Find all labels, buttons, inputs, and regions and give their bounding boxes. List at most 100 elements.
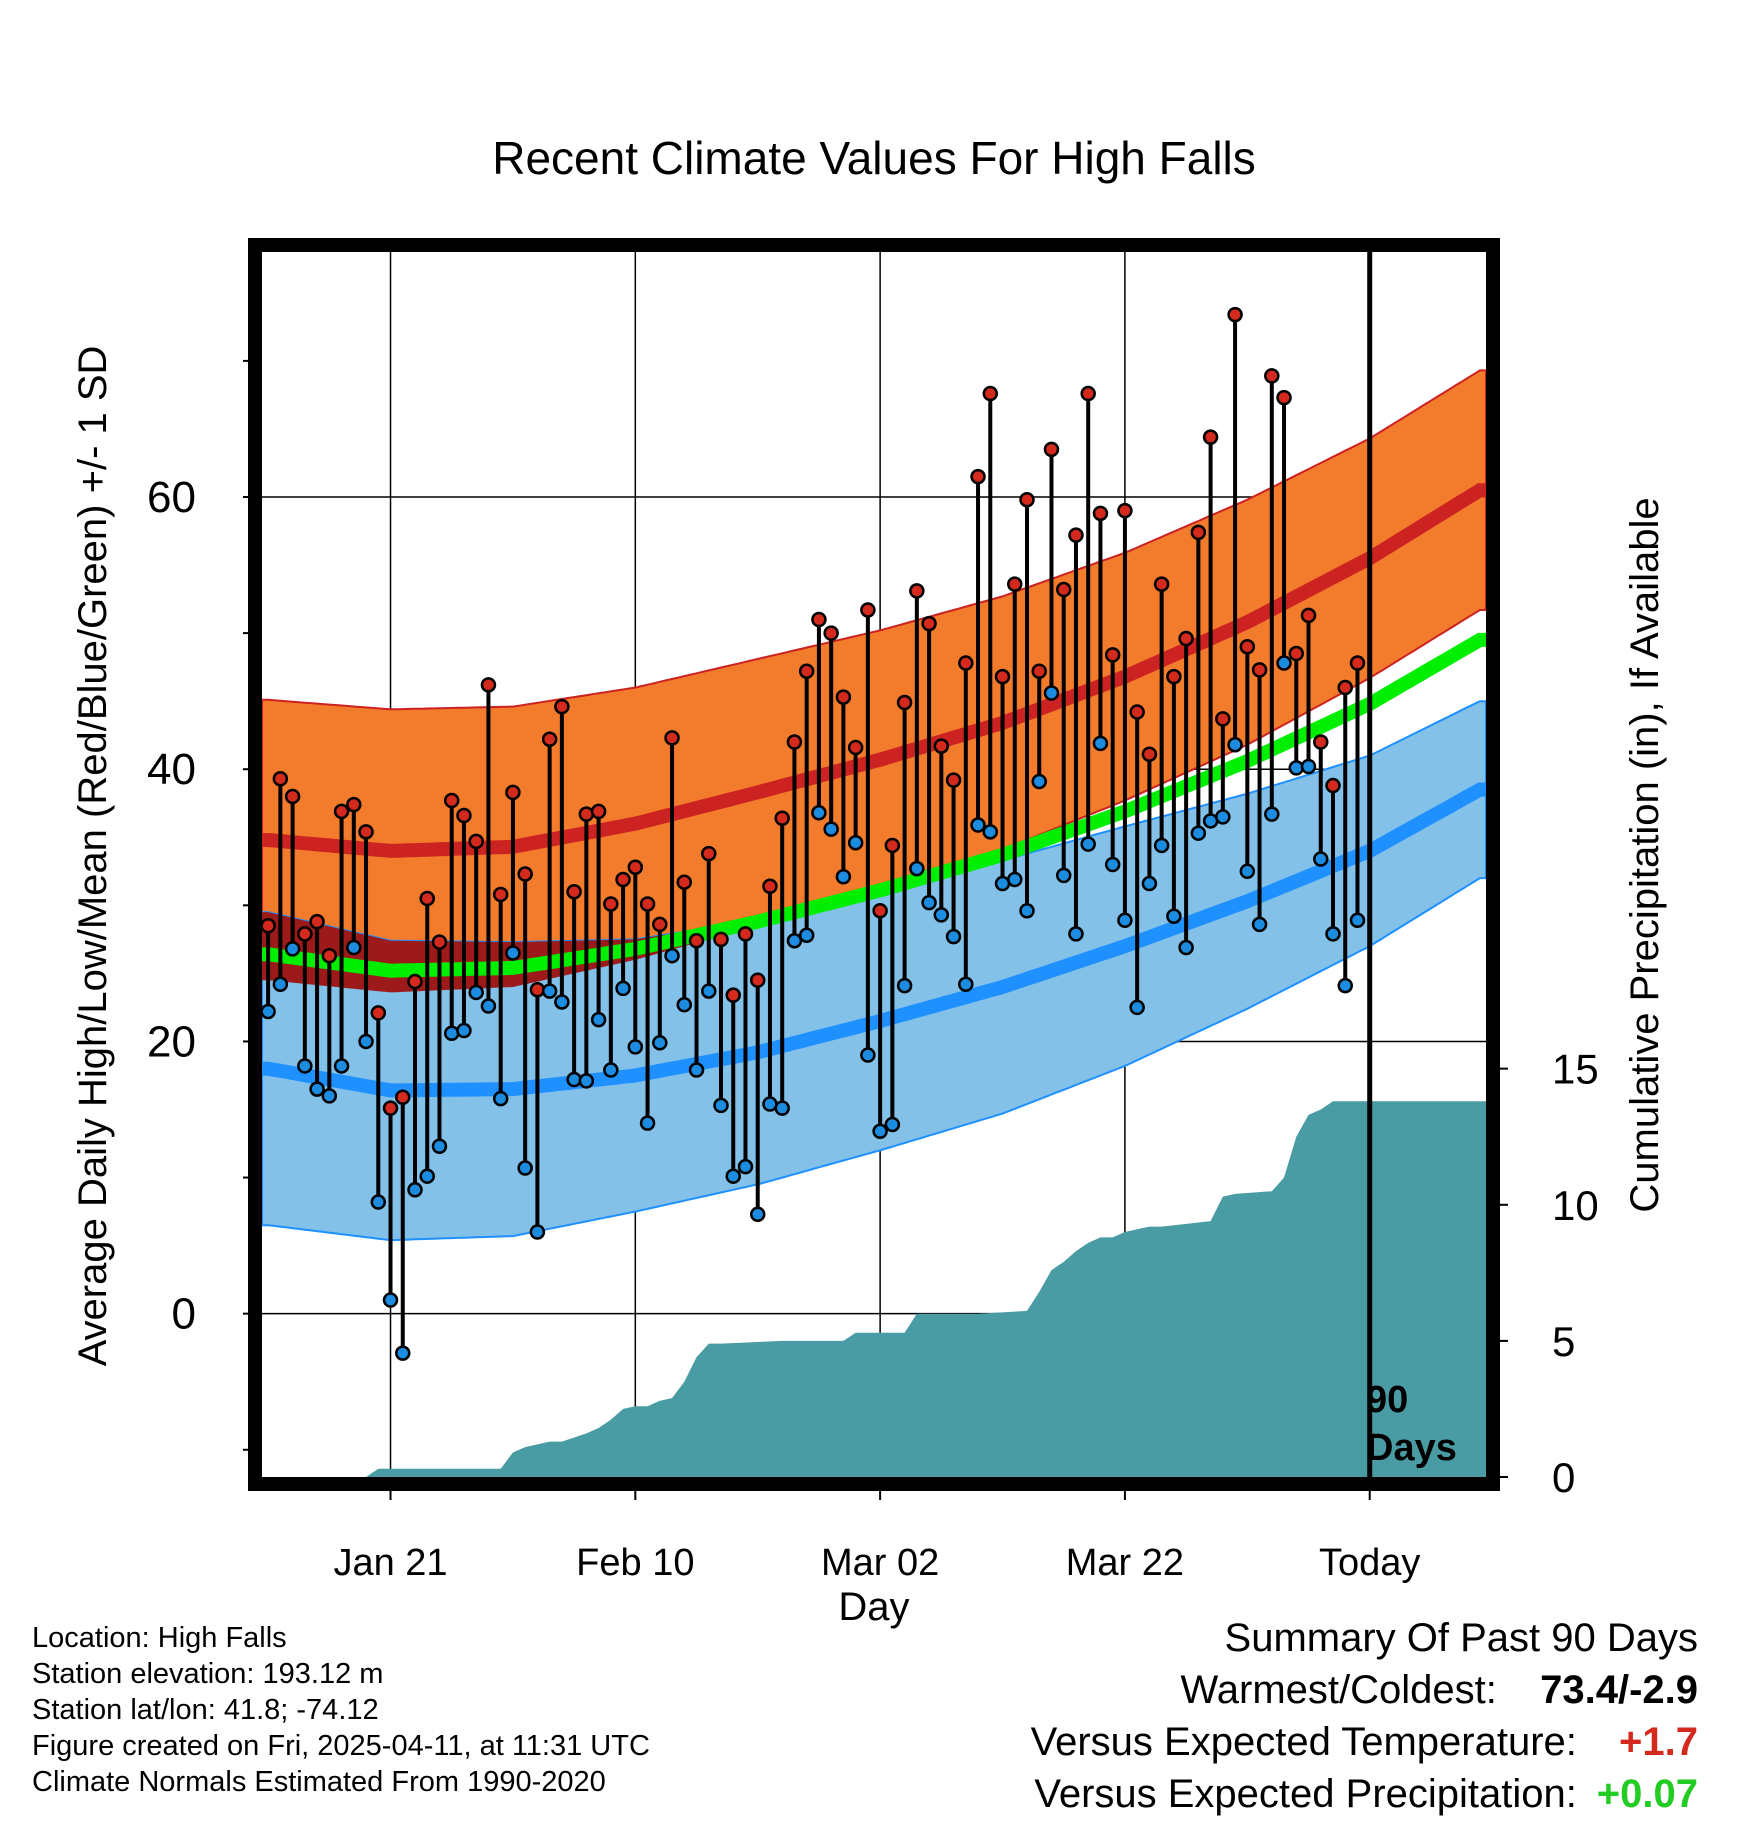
daily-high-point [909,583,925,599]
x-tick-label: Jan 21 [333,1542,447,1584]
y2-axis-label: Cumulative Precipitation (in), If Availa… [1623,497,1667,1212]
summary-warm-cold-value: 73.4/-2.9 [1540,1668,1698,1712]
daily-high-point [652,916,668,933]
station-info: Location: High Falls Station elevation: … [32,1620,650,1800]
daily-high-point [456,807,472,824]
daily-low-point [749,1206,766,1223]
daily-high-point [664,730,680,746]
daily-high-point [1190,524,1207,541]
daily-high-point [1080,385,1096,402]
daily-low-point [1043,685,1060,701]
daily-low-point [639,1115,656,1131]
daily-high-point [713,931,729,948]
daily-low-point [468,984,484,1001]
daily-high-point [945,772,962,788]
daily-high-point [480,677,497,693]
axes: 0 20 40 60 0 5 10 15 Jan 21 Feb 10 Mar 02 Mar 22 Tod… [147,238,1599,1584]
daily-high-point [419,890,435,907]
daily-high-point [627,859,644,875]
daily-high-point [492,886,509,903]
y2-tick-label: 10 [1552,1182,1599,1229]
daily-low-point [872,1123,888,1140]
daily-high-point [1153,576,1170,592]
daily-low-point [480,998,497,1014]
daily-high-point [541,731,558,748]
daily-low-point [321,1088,338,1104]
daily-low-point [1117,912,1133,929]
daily-high-point [823,625,839,641]
daily-high-point [382,1100,399,1116]
today-days-label-line2: Days [1366,1427,1457,1469]
daily-low-point [725,1168,741,1184]
y2-tick-label: 5 [1552,1318,1575,1365]
daily-low-point [554,994,570,1010]
daily-high-point [835,689,852,705]
daily-low-point [431,1138,448,1154]
daily-low-point [627,1039,644,1055]
daily-low-point [443,1025,460,1042]
daily-low-point [933,907,950,923]
daily-low-point [958,976,974,993]
daily-low-point [333,1058,350,1074]
daily-high-point [725,987,741,1003]
daily-low-point [945,928,962,945]
daily-high-point [566,883,582,900]
daily-high-point [688,932,705,949]
daily-low-point [615,980,631,997]
daily-low-point [823,821,839,837]
daily-high-point [1068,527,1084,543]
daily-high-point [860,602,876,618]
plot-data [262,306,1486,1477]
x-tick-label: Feb 10 [576,1542,694,1584]
daily-high-point [749,972,766,988]
daily-high-point [1202,429,1219,445]
chart-title: Recent Climate Values For High Falls [492,132,1256,184]
daily-low-point [1190,825,1207,841]
daily-high-point [1019,491,1035,508]
daily-low-point [811,805,827,821]
daily-high-point [1141,746,1158,762]
today-days-label-line1: 90 [1366,1379,1408,1421]
daily-high-point [1239,638,1256,655]
daily-low-point [578,1073,595,1089]
daily-low-point [456,1022,472,1039]
daily-high-point [1288,645,1305,662]
daily-high-point [529,981,546,998]
daily-high-point [615,871,631,888]
daily-low-point [1031,773,1047,790]
daily-low-point [1239,863,1256,880]
daily-low-point [1215,809,1231,825]
daily-low-point [1068,926,1084,942]
normal-low-line [262,782,1486,1098]
y-tick-label: 20 [147,1017,196,1066]
daily-low-point [664,947,680,964]
daily-high-point [994,668,1011,685]
daily-high-point [309,913,325,930]
daily-high-point [1055,581,1072,598]
daily-high-point [811,611,827,628]
daily-high-point [1313,734,1329,750]
daily-low-point [860,1047,876,1063]
y-tick-label: 40 [147,745,196,794]
daily-high-point [896,694,913,711]
daily-low-point [1007,871,1023,888]
daily-low-point [921,894,937,911]
info-created: Figure created on Fri, 2025-04-11, at 11… [32,1730,650,1762]
daily-low-point [1055,867,1072,884]
summary-title: Summary Of Past 90 Days [1224,1616,1698,1660]
daily-high-point [1300,607,1317,624]
daily-high-point [1251,662,1268,678]
daily-low-point [1080,836,1096,852]
info-location: Location: High Falls [32,1622,287,1654]
daily-low-point [1019,903,1035,919]
x-tick-label: Mar 22 [1066,1542,1184,1584]
daily-high-point [333,803,350,820]
daily-low-point [1129,999,1145,1016]
daily-low-point [1288,760,1305,776]
daily-high-point [1104,647,1121,663]
daily-high-point [1007,576,1023,592]
daily-low-point [847,834,864,851]
daily-low-point [774,1100,790,1116]
daily-high-point [262,918,276,934]
